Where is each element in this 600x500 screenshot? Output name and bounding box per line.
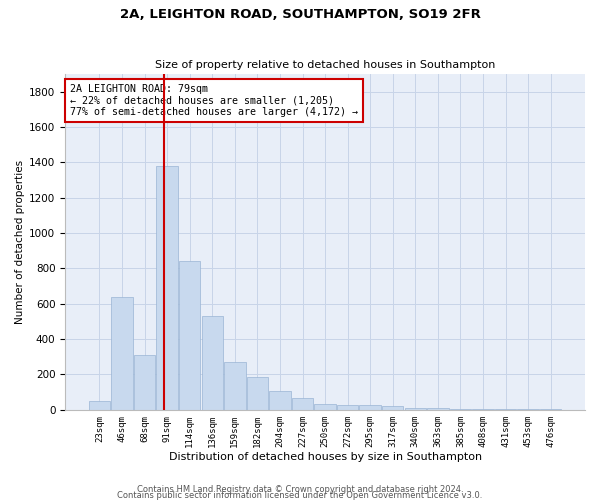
Bar [89, 401, 110, 410]
Text: 2A LEIGHTON ROAD: 79sqm
← 22% of detached houses are smaller (1,205)
77% of semi: 2A LEIGHTON ROAD: 79sqm ← 22% of detache… [70, 84, 358, 117]
Bar [157, 166, 178, 410]
Title: Size of property relative to detached houses in Southampton: Size of property relative to detached ho… [155, 60, 495, 70]
Bar [112, 296, 133, 410]
Bar [450, 409, 471, 410]
Bar [314, 404, 336, 410]
Bar [382, 406, 403, 410]
X-axis label: Distribution of detached houses by size in Southampton: Distribution of detached houses by size … [169, 452, 482, 462]
Text: Contains public sector information licensed under the Open Government Licence v3: Contains public sector information licen… [118, 490, 482, 500]
Text: Contains HM Land Registry data © Crown copyright and database right 2024.: Contains HM Land Registry data © Crown c… [137, 484, 463, 494]
Bar [269, 392, 290, 410]
Bar [404, 408, 426, 410]
Y-axis label: Number of detached properties: Number of detached properties [15, 160, 25, 324]
Bar [337, 405, 358, 410]
Bar [292, 398, 313, 410]
Bar [179, 262, 200, 410]
Bar [247, 377, 268, 410]
Bar [472, 409, 494, 410]
Bar [202, 316, 223, 410]
Bar [224, 362, 245, 410]
Bar [359, 405, 381, 410]
Text: 2A, LEIGHTON ROAD, SOUTHAMPTON, SO19 2FR: 2A, LEIGHTON ROAD, SOUTHAMPTON, SO19 2FR [119, 8, 481, 20]
Bar [134, 355, 155, 410]
Bar [427, 408, 449, 410]
